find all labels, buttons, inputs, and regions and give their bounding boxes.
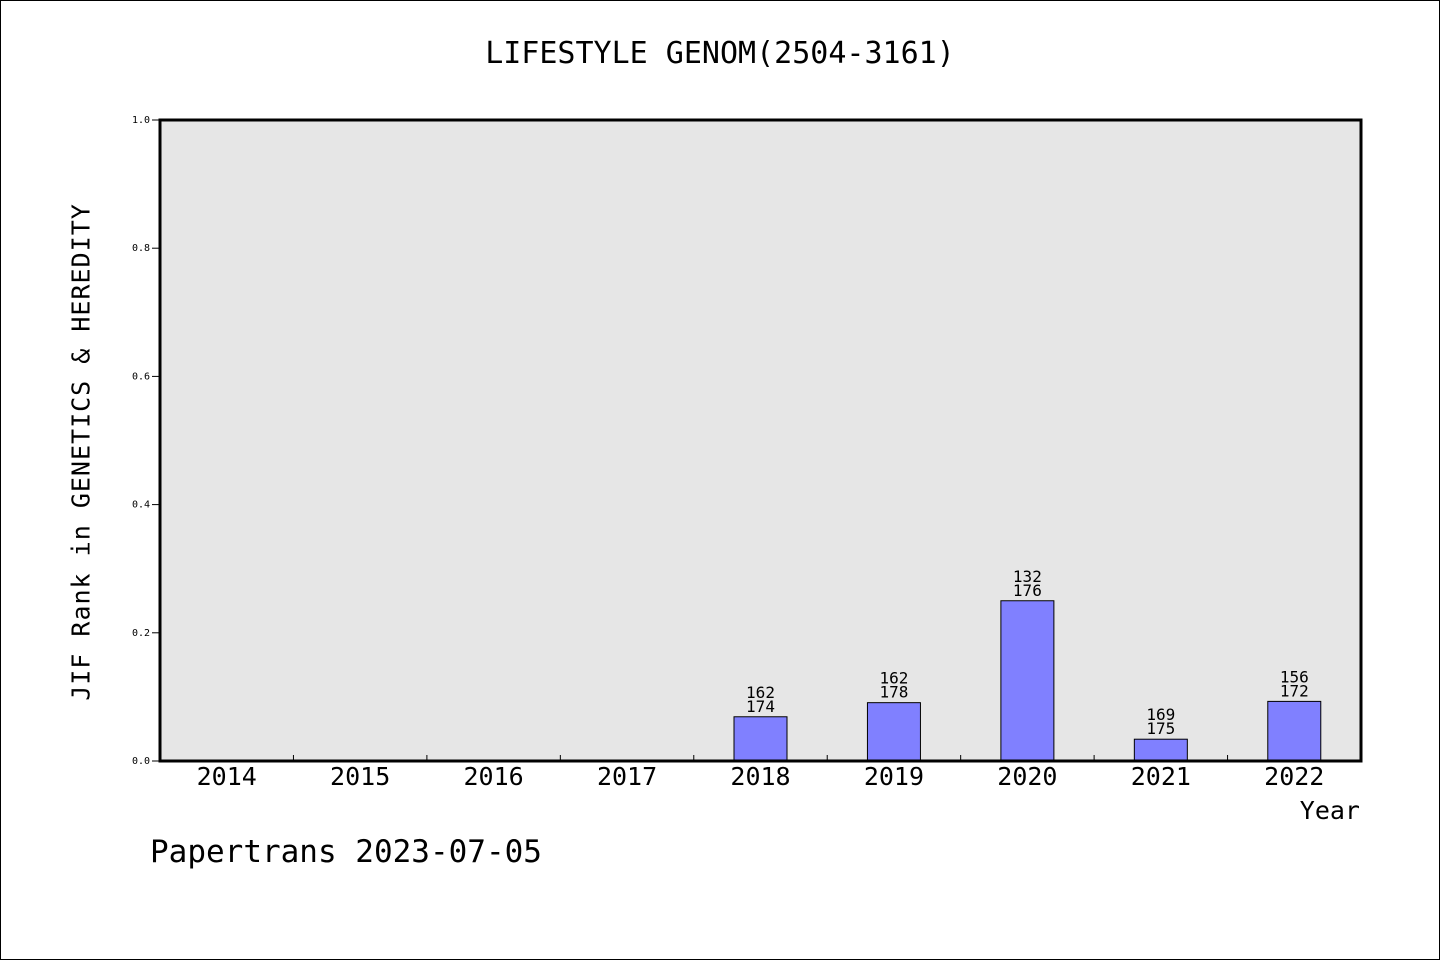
bar (1133, 738, 1188, 762)
bar-label-bottom: 175 (1146, 719, 1175, 738)
x-tick-label: 2017 (597, 762, 657, 791)
footer-watermark: Papertrans 2023-07-05 (150, 834, 542, 870)
bar-label-top: 132 (1013, 567, 1042, 586)
bar-label-bottom: 172 (1280, 681, 1309, 700)
bar-label-top: 156 (1280, 667, 1309, 686)
x-tick-label: 2021 (1131, 762, 1191, 791)
bar-label-bottom: 174 (746, 697, 775, 716)
plot-border (158, 118, 1363, 763)
x-tick-label: 2022 (1264, 762, 1324, 791)
bar (1267, 700, 1322, 762)
bar-label-top: 162 (746, 683, 775, 702)
x-tick-label: 2020 (997, 762, 1057, 791)
y-tick-label: 0.2 (132, 628, 150, 639)
x-axis-label: Year (1299, 796, 1360, 825)
y-tick-label: 0.0 (132, 756, 150, 767)
bar (733, 716, 788, 762)
bar (1000, 600, 1055, 762)
plot-area (160, 120, 1361, 761)
x-tick-label: 2019 (864, 762, 924, 791)
x-tick-label: 2015 (330, 762, 390, 791)
bar (866, 702, 921, 762)
y-tick-label: 0.6 (132, 371, 150, 382)
x-tick-label: 2016 (464, 762, 524, 791)
y-tick-label: 1.0 (132, 115, 150, 126)
y-tick-label: 0.4 (132, 500, 150, 511)
x-tick-label: 2018 (730, 762, 790, 791)
y-tick-label: 0.8 (132, 243, 150, 254)
x-tick-label: 2014 (197, 762, 257, 791)
bar-label-bottom: 176 (1013, 581, 1042, 600)
bar-label-bottom: 178 (879, 683, 908, 702)
chart-title: LIFESTYLE GENOM(2504-3161) (485, 36, 955, 71)
bar-label-top: 169 (1146, 705, 1175, 724)
bar-label-top: 162 (879, 669, 908, 688)
